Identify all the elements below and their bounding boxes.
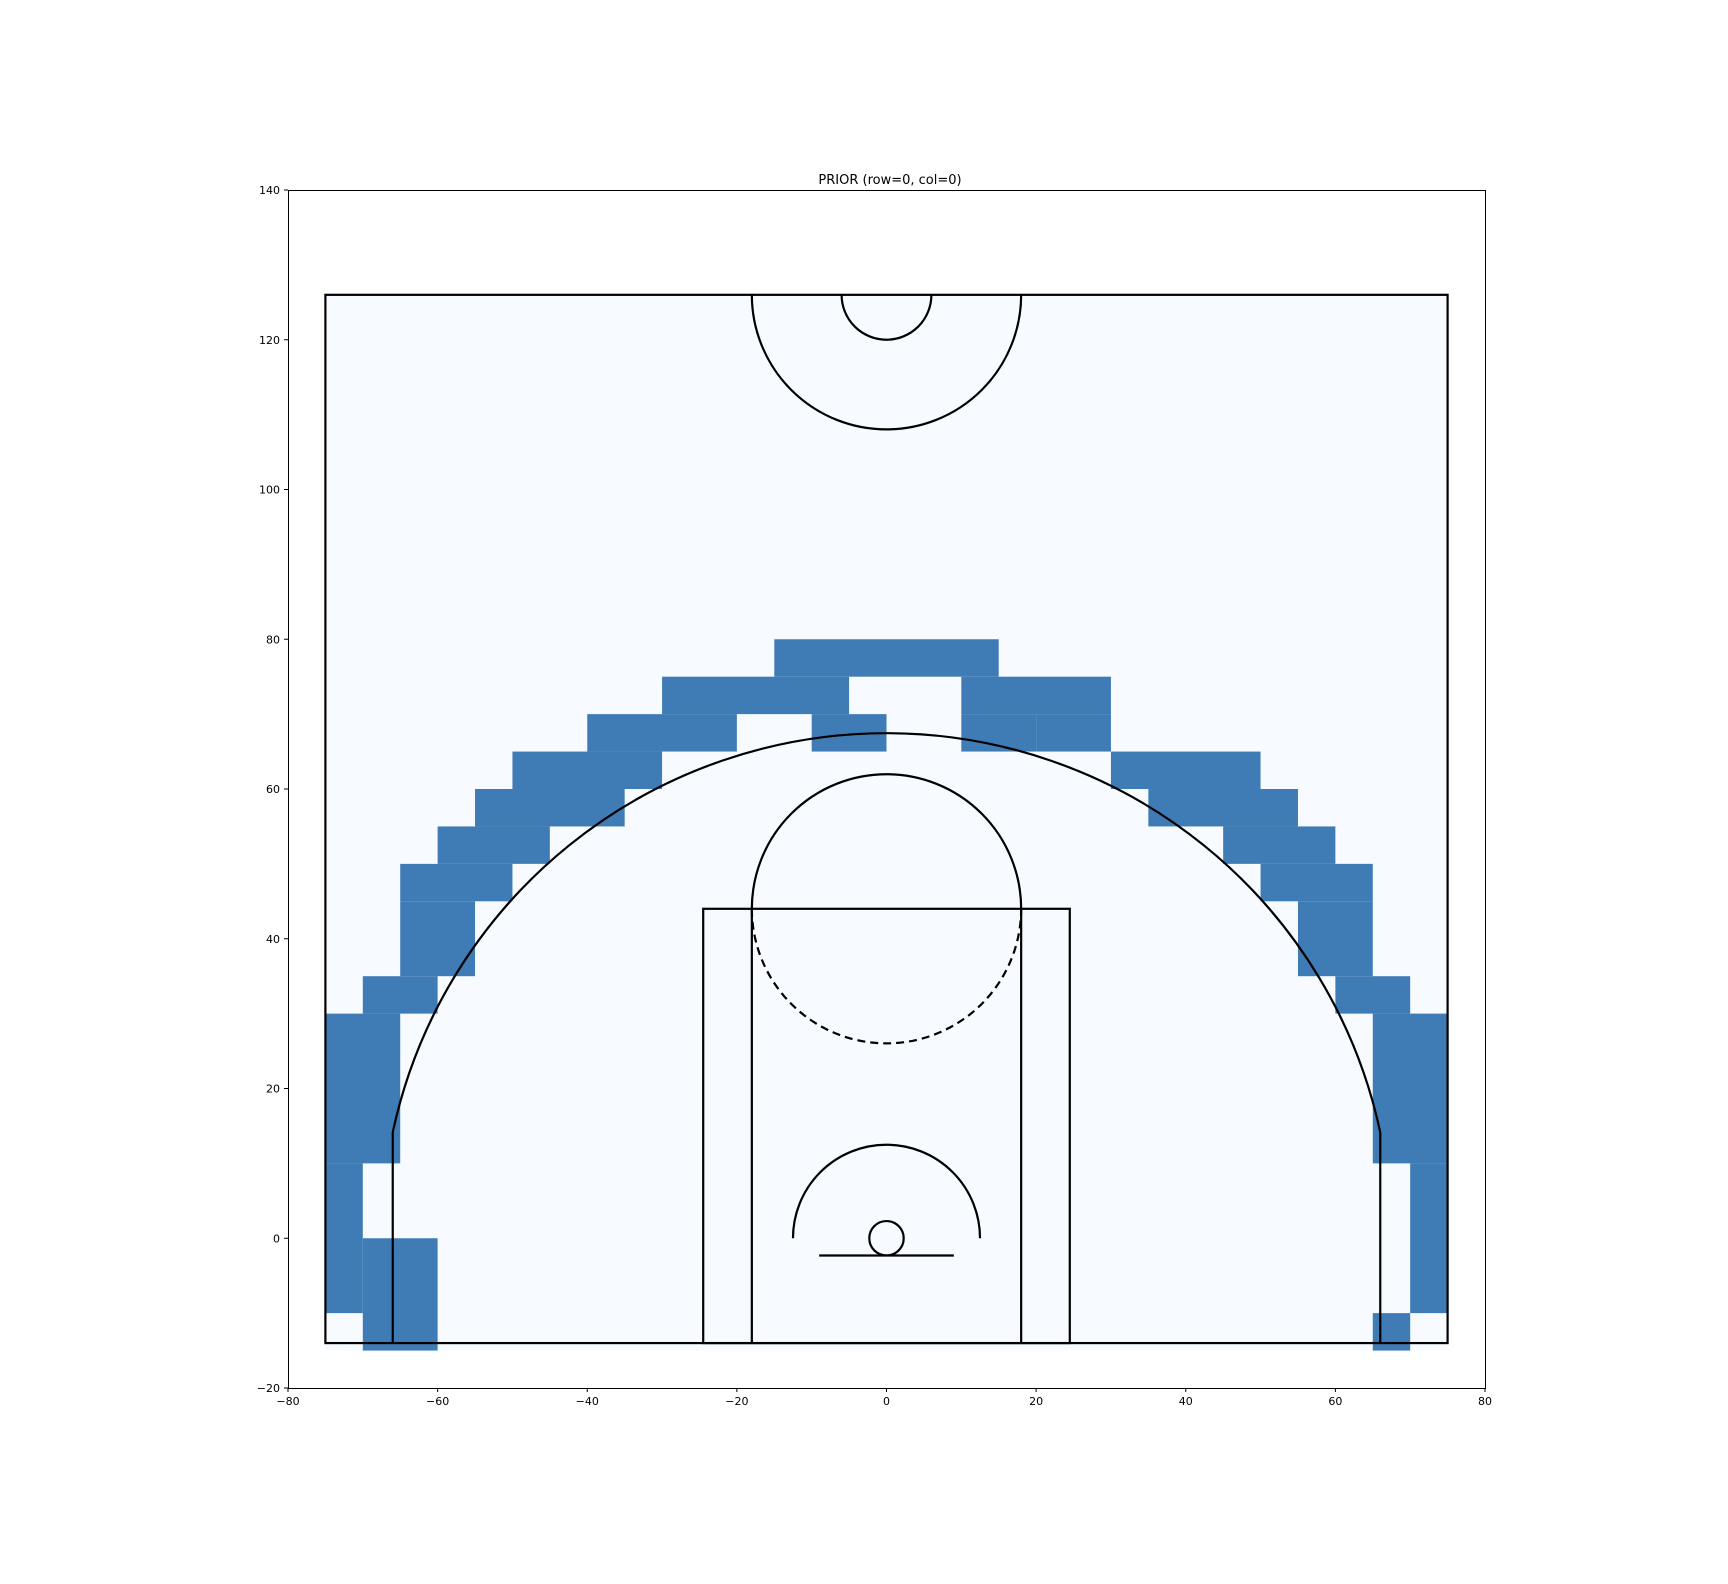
heatmap-cell [400, 863, 513, 902]
heatmap-cell [1223, 826, 1336, 864]
y-tick-label: 80 [266, 633, 280, 646]
heatmap-cell [1260, 863, 1373, 902]
court-lines-layer [324, 293, 1449, 1345]
y-tick-label: 100 [259, 484, 280, 497]
heatmap-cell [1110, 751, 1261, 789]
x-tick-label: −40 [576, 1395, 599, 1408]
center-circle-inner [840, 294, 933, 341]
y-tick-label: 120 [259, 334, 280, 347]
y-tick-label: −20 [257, 1382, 280, 1395]
heatmap-cell [961, 676, 1111, 715]
x-tick-label: −20 [725, 1395, 748, 1408]
heatmap-cell [475, 789, 625, 827]
x-tick-label: 0 [883, 1395, 890, 1408]
x-axis: −80 −60 −40 −20 0 20 40 60 80 [276, 1388, 1492, 1408]
x-tick-label: 60 [1328, 1395, 1342, 1408]
y-tick-label: 60 [266, 783, 280, 796]
heatmap-cell [362, 976, 438, 1014]
heatmap-cell [1335, 976, 1411, 1014]
center-circle-outer [750, 294, 1023, 430]
y-tick-label: 140 [259, 184, 280, 197]
y-axis: −20 0 20 40 60 80 100 120 140 [257, 184, 288, 1395]
heatmap-cell [325, 1013, 401, 1164]
heatmap-cell [325, 1163, 363, 1314]
three-point-arc [391, 732, 1382, 1133]
free-throw-circle-bottom [750, 908, 1023, 1044]
chart-title: PRIOR (row=0, col=0) [818, 173, 961, 188]
heatmap-cell [1410, 1163, 1448, 1314]
outer-key [702, 907, 1071, 1345]
x-tick-label: −80 [276, 1395, 299, 1408]
heatmap-cell [1372, 1313, 1411, 1351]
heatmap-cell [400, 901, 476, 977]
heatmap-cells-layer [325, 639, 1448, 1351]
x-tick-label: 80 [1478, 1395, 1492, 1408]
heatmap-cell [362, 1238, 438, 1351]
y-tick-label: 40 [266, 933, 280, 946]
heatmap-cell [437, 826, 550, 864]
y-tick-label: 0 [273, 1232, 280, 1245]
heatmap-cell [587, 714, 737, 752]
heatmap-cell [512, 751, 663, 789]
heatmap-cell [1036, 714, 1111, 752]
heatmap-cell [1372, 1013, 1448, 1164]
x-tick-label: 40 [1179, 1395, 1193, 1408]
heatmap-cell [774, 639, 999, 677]
y-tick-label: 20 [266, 1083, 280, 1096]
heatmap-cell [662, 676, 850, 715]
heatmap-cell [1148, 789, 1298, 827]
x-tick-label: 20 [1029, 1395, 1043, 1408]
free-throw-circle-top [750, 773, 1023, 909]
heatmap-cell [1297, 901, 1373, 977]
x-tick-label: −60 [426, 1395, 449, 1408]
restricted-area-arc [791, 1143, 982, 1239]
